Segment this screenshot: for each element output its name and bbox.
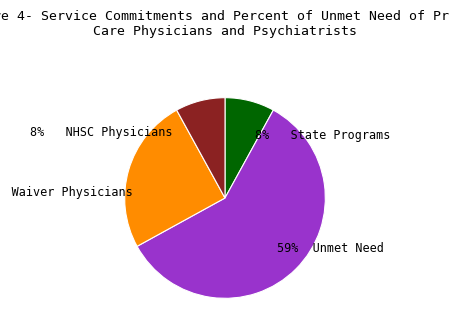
Text: Figure 4- Service Commitments and Percent of Unmet Need of Primary
Care Physicia: Figure 4- Service Commitments and Percen… bbox=[0, 10, 450, 38]
Wedge shape bbox=[137, 110, 325, 298]
Wedge shape bbox=[125, 110, 225, 246]
Text: 25%  Waiver Physicians: 25% Waiver Physicians bbox=[0, 186, 133, 199]
Wedge shape bbox=[177, 98, 225, 198]
Text: 59%  Unmet Need: 59% Unmet Need bbox=[277, 242, 384, 255]
Wedge shape bbox=[225, 98, 273, 198]
Text: 8%   State Programs: 8% State Programs bbox=[255, 129, 391, 142]
Text: 8%   NHSC Physicians: 8% NHSC Physicians bbox=[30, 126, 173, 139]
